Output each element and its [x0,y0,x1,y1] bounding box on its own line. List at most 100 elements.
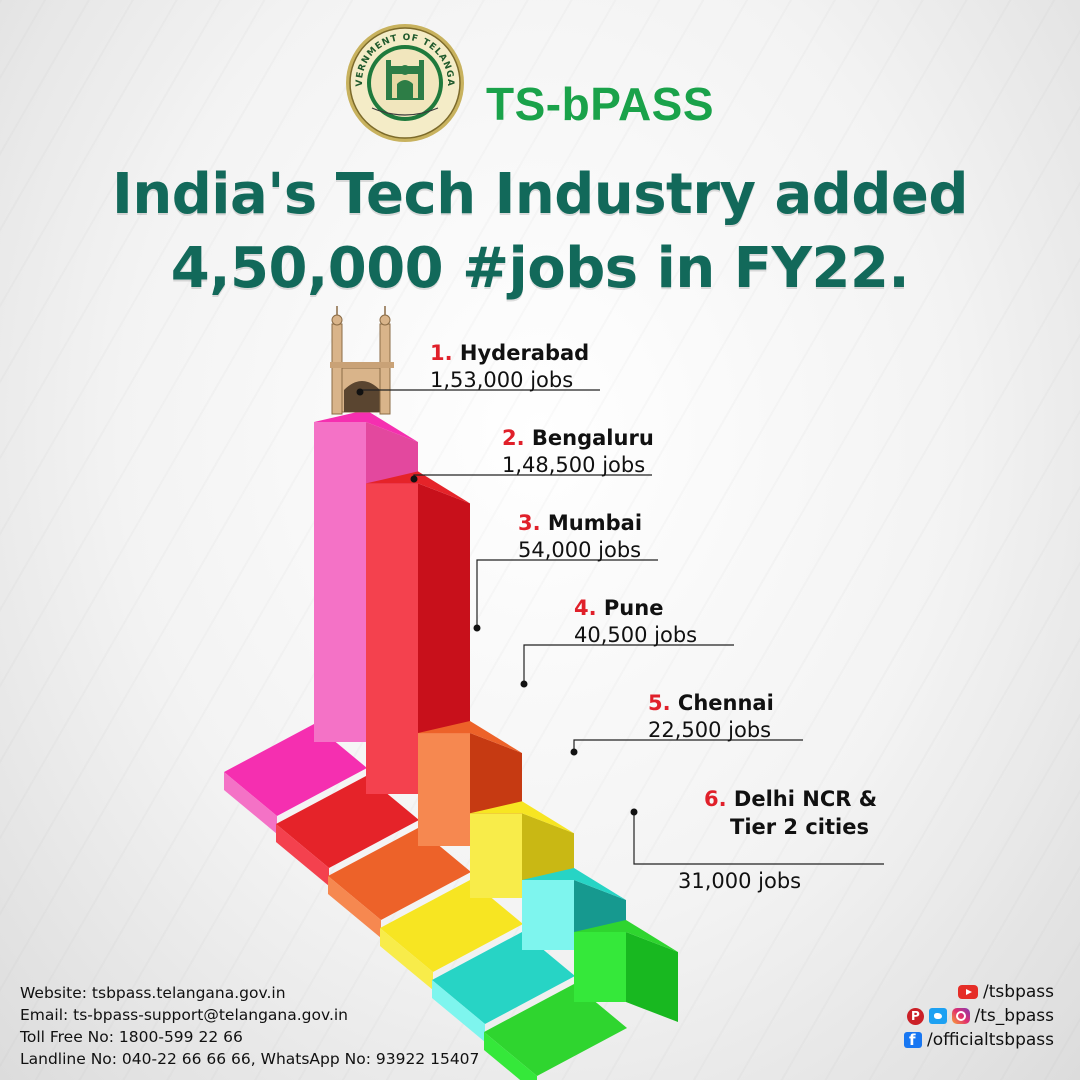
facebook-handle: /officialtsbpass [926,1030,1054,1050]
rank-pune: 4. [574,596,604,620]
title-line-1: India's Tech Industry added [112,162,968,227]
leader-dot-hyderabad [356,388,364,396]
rank-delhi-ncr-tier-2-cities: 6. [704,787,734,811]
label-hyderabad: 1. Hyderabad 1,53,000 jobs [356,341,600,396]
city-name-pune: Pune [604,596,664,620]
bar-top-chennai [522,868,626,900]
floor-tile-hyderabad [224,724,367,816]
label-delhi-ncr-tier-2-cities: 6. Delhi NCR & Tier 2 cities 31,000 jobs [630,787,884,893]
leader-line-chennai [573,739,803,752]
facebook-icon [903,1031,922,1049]
bar-top-pune [470,801,574,834]
header: GOVERNMENT OF TELANGANA TS-bPASS [0,22,1080,142]
page-title: India's Tech Industry added 4,50,000 #jo… [0,158,1080,306]
bar-front-mumbai [418,733,470,846]
floor-tile-delhi-ncr-tier-2-cities [484,984,627,1076]
leader-dot-bengaluru [410,475,418,483]
label-city-mumbai: 3. Mumbai [518,511,642,535]
bar-top-delhi-ncr-tier-2-cities [574,920,678,952]
label-jobs-bengaluru: 1,48,500 jobs [502,453,645,477]
leader-dot-pune [520,680,528,688]
charminar-arch [344,381,380,412]
bar-front-pune [470,813,522,898]
bar-front-bengaluru [366,483,418,794]
rank-chennai: 5. [648,691,678,715]
label-city-hyderabad: 1. Hyderabad [430,341,589,365]
label-jobs-delhi-ncr-tier-2-cities: 31,000 jobs [678,869,801,893]
pinterest-icon [906,1007,924,1025]
rank-mumbai: 3. [518,511,548,535]
floor-tile-mumbai [328,828,471,920]
landline-text: Landline No: 040-22 66 66 66, WhatsApp N… [20,1050,480,1068]
city-name-delhi-ncr-tier-2-cities: Delhi NCR & [734,787,877,811]
label-pune: 4. Pune 40,500 jobs [520,596,734,688]
bar-top-bengaluru [366,471,470,504]
youtube-handle: /tsbpass [983,982,1054,1002]
label-city-pune: 4. Pune [574,596,663,620]
facebook-row[interactable]: /officialtsbpass [903,1028,1054,1052]
city-name-hyderabad: Hyderabad [460,341,589,365]
youtube-row[interactable]: /tsbpass [904,980,1054,1004]
floor-edge-hyderabad [224,772,277,834]
twitter-instagram-row[interactable]: /ts_bpass [904,1004,1054,1028]
label-city-bengaluru: 2. Bengaluru [502,426,654,450]
bar-top-hyderabad [314,410,418,442]
tollfree-text: Toll Free No: 1800-599 22 66 [20,1028,243,1046]
floor-edge-pune [380,928,433,990]
leader-line-mumbai [476,559,658,628]
leader-dot-delhi-ncr-tier-2-cities [630,808,638,816]
bar-delhi-ncr-tier-2-cities [574,920,678,1022]
bar-top-mumbai [418,721,522,754]
label-bengaluru: 2. Bengaluru 1,48,500 jobs [410,426,654,483]
city-name-chennai: Chennai [678,691,774,715]
label-city2-delhi-ncr-tier-2-cities: Tier 2 cities [730,815,869,839]
floor-tile-chennai [432,932,575,1024]
leader-line-delhi-ncr-tier-2-cities [633,812,884,865]
label-jobs-mumbai: 54,000 jobs [518,538,641,562]
bar-side-delhi-ncr-tier-2-cities [626,932,678,1022]
label-jobs-chennai: 22,500 jobs [648,718,771,742]
contact-info: Website: tsbpass.telangana.gov.in Email:… [20,982,479,1070]
label-city-chennai: 5. Chennai [648,691,774,715]
bar-front-chennai [522,880,574,950]
rank-bengaluru: 2. [502,426,532,450]
instagram-icon [951,1008,970,1024]
charminar-dome-2 [379,314,391,326]
charminar-icon [330,306,394,415]
email-text: Email: ts-bpass-support@telangana.gov.in [20,1006,349,1024]
floor-edge-chennai [432,980,485,1042]
floor-edge-bengaluru [276,824,329,886]
twitter-instagram-handle: /ts_bpass [974,1006,1054,1026]
charminar-minaret-1 [331,323,343,415]
website-text: Website: tsbpass.telangana.gov.in [20,984,286,1002]
bar-front-hyderabad [314,422,366,742]
chart-bars [314,410,678,1022]
title-line-2: 4,50,000 #jobs in FY22. [170,236,910,301]
label-city-delhi-ncr-tier-2-cities: 6. Delhi NCR & [704,787,877,811]
leader-dot-chennai [570,748,578,756]
city-name-bengaluru: Bengaluru [532,426,654,450]
charminar-dome-1 [331,314,343,326]
city-name-mumbai: Mumbai [548,511,642,535]
floor-tile-bengaluru [276,776,419,868]
label-jobs-pune: 40,500 jobs [574,623,697,647]
chart-labels: 1. Hyderabad 1,53,000 jobs 2. Bengaluru 1,4… [356,341,884,893]
label-jobs-hyderabad: 1,53,000 jobs [430,368,573,392]
telangana-emblem-logo: GOVERNMENT OF TELANGANA [344,22,464,142]
chart-floor [224,724,627,1080]
label-chennai: 5. Chennai 22,500 jobs [570,691,803,756]
charminar-minaret-2 [379,323,391,415]
bar-front-delhi-ncr-tier-2-cities [574,932,626,1002]
rank-hyderabad: 1. [430,341,460,365]
youtube-icon [958,985,979,999]
twitter-icon [928,1008,947,1024]
social-links: /tsbpass /ts_bpass /officialtsbpass [903,980,1054,1052]
label-mumbai: 3. Mumbai 54,000 jobs [473,511,658,632]
floor-edge-delhi-ncr-tier-2-cities [484,1032,537,1080]
charminar-balcony [330,362,394,368]
floor-edge-mumbai [328,876,381,938]
floor-tile-pune [380,880,523,972]
leader-line-pune [523,644,734,684]
brand-name: TS-bPASS [486,78,715,130]
